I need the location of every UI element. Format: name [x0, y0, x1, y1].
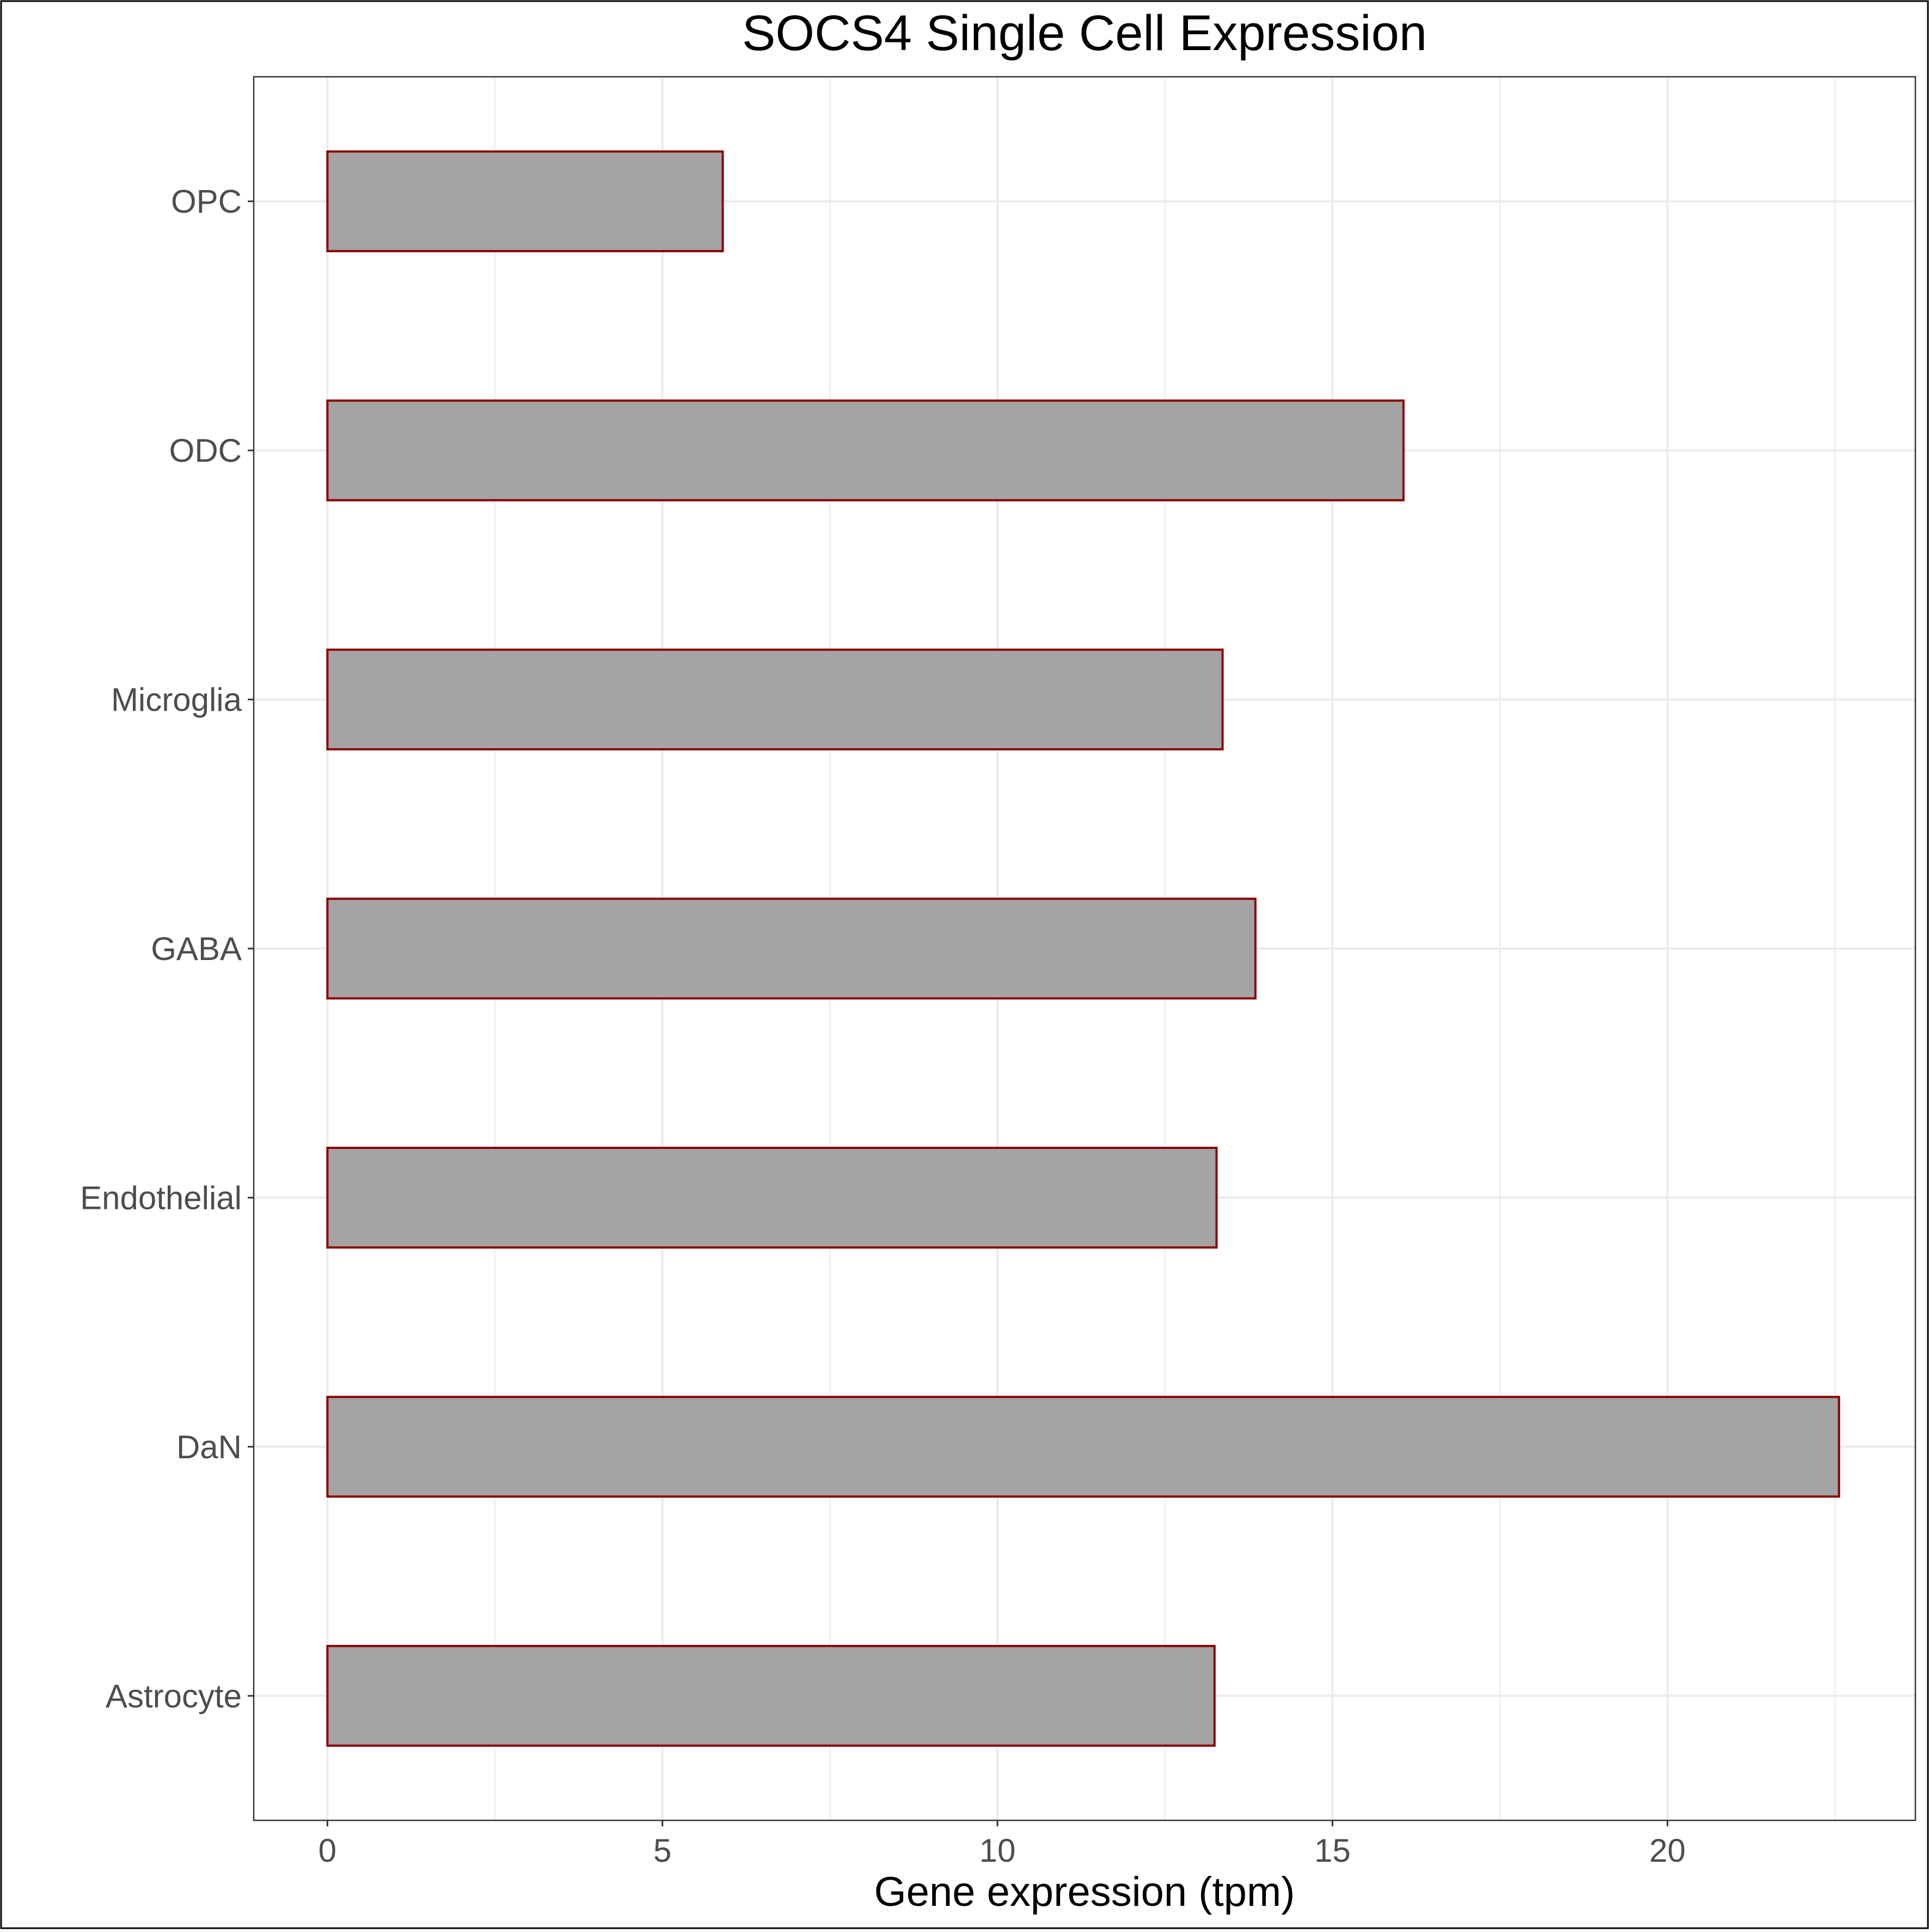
y-axis: Astrocyte DaN Endothelial GABA Microglia ODC O…	[80, 184, 254, 1714]
y-tick-label-odc: ODC	[169, 432, 242, 469]
x-tick-label: 10	[979, 1832, 1016, 1869]
bar-gaba	[326, 897, 1257, 1000]
x-tick-label: 15	[1314, 1832, 1351, 1869]
y-tick-label-dan: DaN	[176, 1429, 242, 1465]
chart-title: SOCS4 Single Cell Expression	[742, 5, 1427, 61]
bar-opc	[326, 150, 724, 253]
y-tick-label-opc: OPC	[171, 184, 242, 220]
x-tick-label: 20	[1649, 1832, 1686, 1869]
bar-astrocyte	[326, 1644, 1216, 1747]
y-tick-label-astrocyte: Astrocyte	[106, 1678, 242, 1714]
bar-endothelial	[326, 1146, 1218, 1249]
y-tick-label-microglia: Microglia	[111, 682, 242, 718]
x-axis-title: Gene expression (tpm)	[874, 1869, 1295, 1915]
x-tick-label: 5	[653, 1832, 671, 1869]
bar-microglia	[326, 649, 1224, 751]
bar-layer	[326, 150, 1840, 1747]
bar-dan	[326, 1396, 1840, 1498]
x-axis: 0 5 10 15 20	[319, 1820, 1686, 1869]
bar-odc	[326, 399, 1405, 502]
y-tick-label-endothelial: Endothelial	[80, 1179, 242, 1216]
y-tick-label-gaba: GABA	[151, 931, 242, 967]
x-tick-label: 0	[319, 1832, 336, 1869]
